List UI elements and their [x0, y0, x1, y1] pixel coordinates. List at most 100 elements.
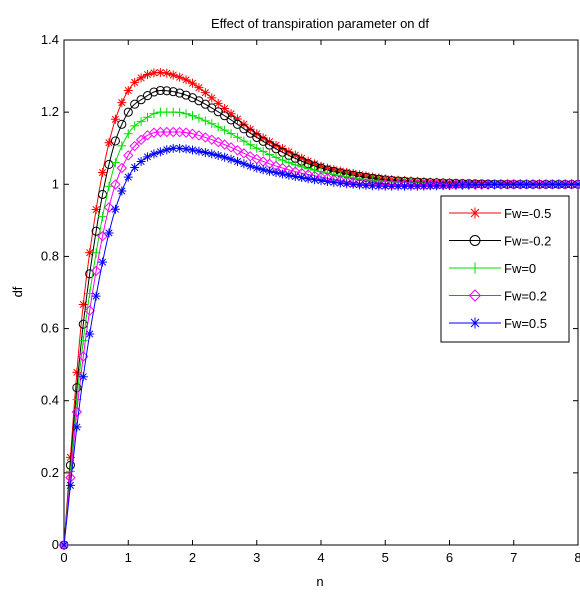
data-point-marker [251, 153, 262, 165]
data-point-marker [200, 132, 211, 143]
data-point-marker [143, 112, 153, 122]
chart-title: Effect of transpiration parameter on df [211, 16, 429, 31]
data-point-marker [135, 134, 147, 146]
x-tick-label: 3 [253, 550, 260, 565]
data-point-marker [78, 372, 88, 382]
data-point-marker [84, 305, 95, 316]
data-point-marker [567, 179, 577, 189]
data-point-marker [104, 138, 114, 148]
data-point-marker [187, 128, 198, 139]
axis-ticks: 0 1 2 3 4 5 6 7 8 0 0.2 0.4 0.6 0.8 1 1.2 1.4 [41, 32, 580, 565]
data-point-marker [103, 202, 115, 213]
data-point-marker [374, 181, 384, 191]
data-point-marker [329, 165, 339, 175]
data-point-marker [136, 116, 146, 126]
data-point-marker [213, 98, 223, 108]
x-tick-label: 4 [317, 550, 324, 565]
data-point-marker [98, 168, 108, 178]
data-point-marker [98, 212, 108, 222]
data-point-marker [168, 143, 178, 153]
data-point-marker [400, 181, 410, 191]
legend-item: Fw=0.5 [449, 316, 547, 331]
data-point-marker [361, 180, 371, 190]
data-point-marker [226, 129, 236, 139]
data-point-marker [310, 175, 320, 185]
data-point-marker [116, 162, 128, 174]
data-point-marker [310, 159, 320, 169]
data-point-marker [181, 144, 191, 154]
data-point-marker [468, 289, 482, 302]
data-point-marker [110, 179, 121, 190]
data-point-marker [85, 248, 95, 258]
data-point-marker [162, 86, 172, 96]
data-point-marker [117, 119, 127, 129]
data-point-marker [206, 134, 217, 145]
data-point-marker [290, 150, 300, 160]
data-point-marker [59, 540, 69, 550]
y-tick-label: 1.4 [41, 32, 59, 47]
data-point-marker [136, 73, 146, 83]
data-point-marker [117, 98, 127, 108]
legend-box [440, 195, 570, 343]
y-tick-label: 0 [52, 537, 59, 552]
data-point-marker [226, 115, 236, 125]
data-point-marker [470, 180, 480, 190]
data-point-marker [175, 143, 185, 153]
data-point-marker [477, 180, 487, 190]
data-point-marker [464, 180, 474, 190]
legend-item: Fw=0.2 [449, 289, 547, 304]
data-point-marker [188, 145, 197, 155]
data-point-marker [155, 67, 165, 77]
data-point-marker [194, 113, 204, 123]
data-point-marker [232, 114, 242, 124]
data-point-marker [469, 262, 481, 274]
data-point-marker [387, 181, 397, 191]
data-point-marker [117, 141, 127, 151]
data-point-marker [213, 151, 223, 161]
data-point-marker [72, 422, 82, 432]
data-point-marker [232, 119, 243, 129]
data-point-marker [200, 147, 210, 157]
data-point-marker [284, 170, 294, 180]
data-point-marker [238, 148, 250, 159]
data-point-marker [469, 317, 481, 329]
data-point-marker [130, 77, 140, 87]
data-point-marker [252, 143, 262, 153]
data-point-marker [258, 165, 268, 175]
data-point-marker [149, 149, 159, 159]
data-point-marker [419, 181, 429, 191]
data-point-marker [65, 452, 75, 462]
data-point-marker [534, 179, 544, 189]
x-tick-label: 6 [446, 550, 453, 565]
data-point-marker [98, 189, 108, 199]
data-point-marker [78, 299, 88, 309]
data-point-marker [303, 156, 313, 166]
data-point-marker [502, 179, 512, 189]
data-point-marker [239, 159, 249, 169]
data-point-marker [432, 181, 442, 191]
data-point-marker [258, 146, 268, 156]
y-tick-label: 1 [52, 176, 59, 191]
data-point-marker [78, 336, 88, 346]
data-point-marker [342, 179, 352, 189]
data-point-marker [335, 166, 345, 176]
data-point-marker [271, 168, 281, 178]
legend-label: Fw=0.5 [504, 316, 547, 331]
data-point-marker [220, 104, 230, 114]
data-point-marker [412, 181, 422, 191]
data-point-marker [219, 139, 230, 150]
data-point-marker [393, 181, 403, 191]
data-point-marker [541, 179, 551, 189]
data-point-marker [335, 178, 345, 188]
data-point-marker [445, 180, 454, 190]
series-fw-0-5 [59, 143, 580, 550]
data-point-marker [342, 167, 352, 177]
data-point-marker [129, 140, 140, 152]
data-point-marker [322, 177, 332, 187]
data-point-marker [213, 122, 223, 132]
data-point-marker [213, 107, 223, 117]
data-point-marker [194, 83, 204, 93]
data-point-marker [451, 180, 461, 190]
legend-item: Fw=-0.2 [449, 234, 551, 249]
